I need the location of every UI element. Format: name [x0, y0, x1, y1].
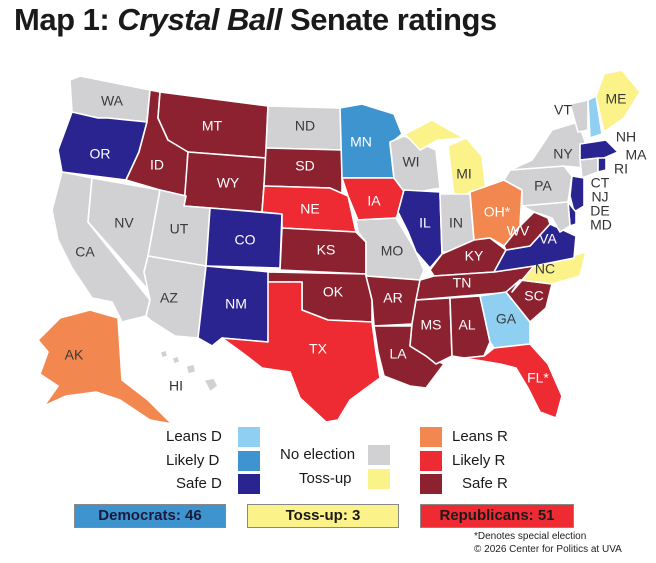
label-nv: NV	[114, 215, 134, 231]
legend-leans-d-swatch	[238, 427, 260, 447]
label-oh: OH*	[484, 204, 511, 220]
total-democrats: Democrats: 46	[74, 504, 226, 528]
legend-toss-up-swatch	[368, 469, 390, 489]
legend-leans-r-label: Leans R	[452, 428, 508, 445]
state-ny[interactable]	[509, 121, 589, 171]
label-mn: MN	[350, 134, 372, 150]
legend-safe-r-swatch	[420, 474, 442, 494]
label-wi: WI	[402, 154, 419, 170]
label-wa: WA	[101, 93, 124, 109]
label-ar: AR	[383, 290, 402, 306]
state-ri[interactable]	[597, 157, 607, 173]
state-wv[interactable]	[503, 211, 551, 251]
legend-leans-d-label: Leans D	[166, 428, 222, 445]
title-suffix: Senate ratings	[290, 2, 497, 37]
state-hi-4[interactable]	[159, 349, 169, 359]
label-ak: AK	[65, 347, 84, 363]
total-republicans: Republicans: 51	[420, 504, 574, 528]
label-or: OR	[90, 146, 111, 162]
label-de: DE	[590, 203, 609, 219]
label-mo: MO	[381, 243, 404, 259]
footnote-copyright: © 2026 Center for Politics at UVA	[474, 544, 622, 555]
legend-leans-r-swatch	[420, 427, 442, 447]
label-ct: CT	[591, 175, 610, 191]
label-pa: PA	[534, 178, 552, 194]
state-hi-2[interactable]	[185, 363, 197, 375]
label-md: MD	[590, 217, 612, 233]
state-mi-lower[interactable]	[447, 137, 487, 197]
legend-likely-r-label: Likely R	[452, 452, 506, 469]
state-ma[interactable]	[579, 139, 619, 161]
label-tx: TX	[309, 341, 328, 357]
legend-likely-d-swatch	[238, 451, 260, 471]
label-in: IN	[449, 215, 463, 231]
label-ne: NE	[300, 201, 319, 217]
label-ok: OK	[323, 284, 344, 300]
state-ar[interactable]	[365, 275, 421, 327]
label-id: ID	[150, 157, 164, 173]
label-ms: MS	[421, 317, 442, 333]
label-il: IL	[419, 215, 431, 231]
us-senate-map: WA OR CA NV ID MT WY UT CO AZ NM ND SD N…	[37, 69, 648, 425]
label-ma: MA	[626, 147, 648, 163]
state-md[interactable]	[521, 201, 571, 233]
title-prefix: Map 1:	[14, 2, 110, 37]
label-nj: NJ	[591, 189, 608, 205]
state-sc[interactable]	[505, 279, 553, 323]
legend-safe-d-label: Safe D	[176, 475, 222, 492]
label-al: AL	[458, 317, 475, 333]
label-ut: UT	[170, 221, 189, 237]
label-mi: MI	[456, 166, 472, 182]
label-la: LA	[389, 346, 407, 362]
label-sd: SD	[295, 158, 314, 174]
label-me: ME	[606, 91, 627, 107]
legend-no-election-swatch	[368, 445, 390, 465]
legend-likely-r-swatch	[420, 451, 442, 471]
label-ca: CA	[75, 244, 95, 260]
label-ri: RI	[614, 161, 628, 177]
label-nd: ND	[295, 118, 315, 134]
label-fl: FL*	[527, 370, 549, 386]
label-ia: IA	[367, 193, 381, 209]
state-hi-3[interactable]	[171, 355, 181, 365]
legend-no-election-label: No election	[280, 446, 356, 463]
label-wv: WV	[507, 223, 530, 239]
label-ky: KY	[465, 248, 484, 264]
page-title: Map 1: Crystal Ball Senate ratings	[14, 2, 497, 38]
footnote-special-election: *Denotes special election	[474, 531, 587, 542]
label-sc: SC	[524, 288, 543, 304]
label-nm: NM	[225, 296, 247, 312]
label-wy: WY	[217, 175, 240, 191]
label-hi: HI	[169, 378, 183, 394]
legend-likely-d-label: Likely D	[166, 452, 220, 469]
legend-toss-up-label: Toss-up	[299, 470, 352, 487]
label-ga: GA	[496, 311, 517, 327]
state-nj[interactable]	[569, 175, 585, 213]
state-fl[interactable]	[463, 343, 563, 419]
legend-safe-d-swatch	[238, 474, 260, 494]
state-ak[interactable]	[37, 309, 173, 425]
label-ny: NY	[553, 146, 573, 162]
label-co: CO	[235, 232, 256, 248]
state-nh[interactable]	[587, 95, 603, 139]
label-va: VA	[539, 231, 557, 247]
label-tn: TN	[453, 275, 472, 291]
label-mt: MT	[202, 118, 223, 134]
state-hi[interactable]	[203, 377, 219, 393]
title-italic: Crystal Ball	[117, 2, 282, 37]
label-az: AZ	[160, 290, 178, 306]
state-vt[interactable]	[569, 99, 589, 133]
label-ks: KS	[317, 242, 336, 258]
total-toss-up: Toss-up: 3	[247, 504, 399, 528]
legend-safe-r-label: Safe R	[462, 475, 508, 492]
label-nc: NC	[535, 261, 555, 277]
state-mi[interactable]	[404, 119, 465, 151]
state-tx[interactable]	[221, 281, 381, 423]
label-nh: NH	[616, 129, 636, 145]
state-me[interactable]	[595, 69, 641, 133]
label-vt: VT	[554, 102, 572, 118]
state-wi[interactable]	[389, 135, 441, 195]
